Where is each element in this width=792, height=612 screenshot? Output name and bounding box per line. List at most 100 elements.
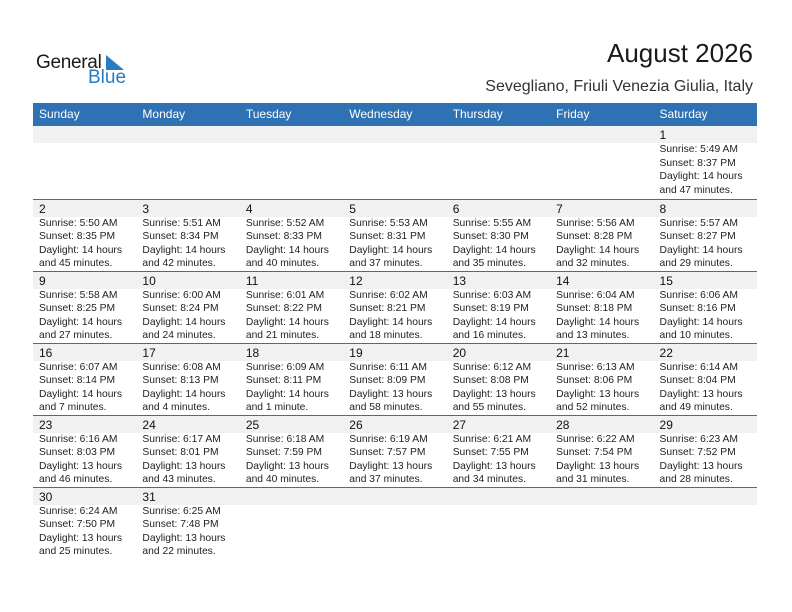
day-number: 21 [556,345,570,360]
weekday-friday: Friday [556,107,590,121]
daylight-hours: Daylight: 14 hours [39,316,122,328]
day-number: 10 [142,273,156,288]
daylight-hours: Daylight: 13 hours [556,460,640,472]
daylight-minutes: and 16 minutes. [452,330,526,342]
sunset-time: Sunset: 8:22 PM [245,303,322,315]
day-cell: 30 Sunrise: 6:24 AM Sunset: 7:50 PM Dayligh… [33,488,136,559]
sunset-time: Sunset: 8:27 PM [659,231,736,243]
daylight-minutes: and 4 minutes. [142,402,210,414]
day-cell: 26 Sunrise: 6:19 AM Sunset: 7:57 PM Dayligh… [343,416,446,487]
day-cell: 7 Sunrise: 5:56 AM Sunset: 8:28 PM Daylight… [550,200,653,271]
sunrise-time: Sunrise: 6:18 AM [245,433,325,445]
sunrise-time: Sunrise: 6:06 AM [659,289,738,301]
day-number: 30 [39,489,53,504]
sunset-time: Sunset: 8:01 PM [142,447,219,459]
day-cell: 19 Sunrise: 6:11 AM Sunset: 8:09 PM Dayligh… [343,344,446,415]
sunrise-time: Sunrise: 6:21 AM [452,433,532,445]
sunrise-time: Sunrise: 6:08 AM [142,361,221,373]
week-row: 9 Sunrise: 5:58 AM Sunset: 8:25 PM Daylight… [33,270,757,343]
sunset-time: Sunset: 8:33 PM [245,231,322,243]
week-row: 23 Sunrise: 6:16 AM Sunset: 8:03 PM Dayligh… [33,414,757,487]
day-number: 17 [142,345,156,360]
daylight-minutes: and 47 minutes. [659,184,733,196]
daylight-hours: Daylight: 14 hours [39,388,122,400]
logo-text-blue: Blue [88,67,127,88]
sunrise-time: Sunrise: 6:16 AM [39,433,118,445]
daylight-minutes: and 7 minutes. [39,402,107,414]
empty-cell [33,126,136,199]
calendar-grid: Sunday Monday Tuesday Wednesday Thursday Frid… [33,103,757,559]
day-number: 26 [349,417,363,432]
day-number: 31 [142,489,156,504]
daylight-hours: Daylight: 14 hours [452,244,536,256]
daylight-hours: Daylight: 14 hours [39,244,122,256]
sunset-time: Sunset: 8:21 PM [349,303,426,315]
day-number: 15 [659,273,673,288]
daylight-hours: Daylight: 13 hours [39,460,122,472]
daylight-minutes: and 40 minutes. [245,258,320,270]
day-number: 20 [452,345,467,360]
day-cell: 31 Sunrise: 6:25 AM Sunset: 7:48 PM Dayligh… [136,488,239,559]
daylight-hours: Daylight: 13 hours [659,388,743,400]
week-row: 1 Sunrise: 5:49 AM Sunset: 8:37 PM Daylight… [33,126,757,199]
daylight-minutes: and 37 minutes. [349,258,423,270]
day-cell: 15 Sunrise: 6:06 AM Sunset: 8:16 PM Dayligh… [654,272,757,343]
daylight-minutes: and 52 minutes. [556,402,630,414]
daylight-minutes: and 37 minutes. [349,474,423,486]
weekday-thursday: Thursday [452,107,503,121]
day-cell: 27 Sunrise: 6:21 AM Sunset: 7:55 PM Dayligh… [447,416,550,487]
sunrise-time: Sunrise: 6:09 AM [245,361,325,373]
sunset-time: Sunset: 7:50 PM [39,519,116,531]
daylight-hours: Daylight: 13 hours [39,532,122,544]
daylight-minutes: and 34 minutes. [452,474,526,486]
sunrise-time: Sunrise: 5:57 AM [659,217,738,229]
daylight-minutes: and 42 minutes. [142,258,216,270]
sunset-time: Sunset: 8:09 PM [349,375,426,387]
sunset-time: Sunset: 8:11 PM [245,375,322,387]
sunset-time: Sunset: 8:08 PM [452,375,529,387]
daylight-hours: Daylight: 14 hours [245,244,329,256]
sunset-time: Sunset: 8:37 PM [659,157,736,169]
day-number: 27 [452,417,467,432]
sunset-time: Sunset: 8:30 PM [452,231,529,243]
day-number: 19 [349,345,363,360]
day-cell: 6 Sunrise: 5:55 AM Sunset: 8:30 PM Daylight… [447,200,550,271]
weekday-header: Sunday Monday Tuesday Wednesday Thursday Frid… [33,103,757,126]
day-number: 6 [452,201,460,216]
day-cell: 28 Sunrise: 6:22 AM Sunset: 7:54 PM Dayligh… [550,416,653,487]
empty-cell [447,126,550,199]
day-number: 3 [142,201,150,216]
day-cell: 10 Sunrise: 6:00 AM Sunset: 8:24 PM Dayligh… [136,272,239,343]
empty-cell [343,488,446,559]
generalblue-logo: General Blue [36,52,136,92]
sunrise-time: Sunrise: 6:00 AM [142,289,221,301]
daylight-minutes: and 18 minutes. [349,330,423,342]
sunrise-time: Sunrise: 5:56 AM [556,217,635,229]
day-number: 12 [349,273,363,288]
sunset-time: Sunset: 7:52 PM [659,447,736,459]
empty-cell [447,488,550,559]
daylight-hours: Daylight: 13 hours [142,532,226,544]
daylight-hours: Daylight: 13 hours [245,460,329,472]
day-cell: 25 Sunrise: 6:18 AM Sunset: 7:59 PM Dayligh… [240,416,343,487]
logo-triangle-icon [106,55,124,70]
day-number: 7 [556,201,563,216]
daylight-hours: Daylight: 14 hours [556,316,640,328]
daylight-minutes: and 46 minutes. [39,474,113,486]
empty-cell [136,126,239,199]
day-number: 13 [452,273,467,288]
sunset-time: Sunset: 8:24 PM [142,303,219,315]
day-number: 1 [659,128,667,142]
sunrise-time: Sunrise: 5:52 AM [245,217,325,229]
daylight-hours: Daylight: 13 hours [452,460,536,472]
day-number: 16 [39,345,53,360]
daylight-hours: Daylight: 14 hours [659,316,743,328]
sunset-time: Sunset: 8:31 PM [349,231,426,243]
daylight-minutes: and 21 minutes. [245,330,320,342]
daylight-minutes: and 13 minutes. [556,330,630,342]
daylight-hours: Daylight: 14 hours [142,388,226,400]
sunset-time: Sunset: 8:06 PM [556,375,633,387]
sunset-time: Sunset: 8:18 PM [556,303,633,315]
sunrise-time: Sunrise: 6:13 AM [556,361,635,373]
